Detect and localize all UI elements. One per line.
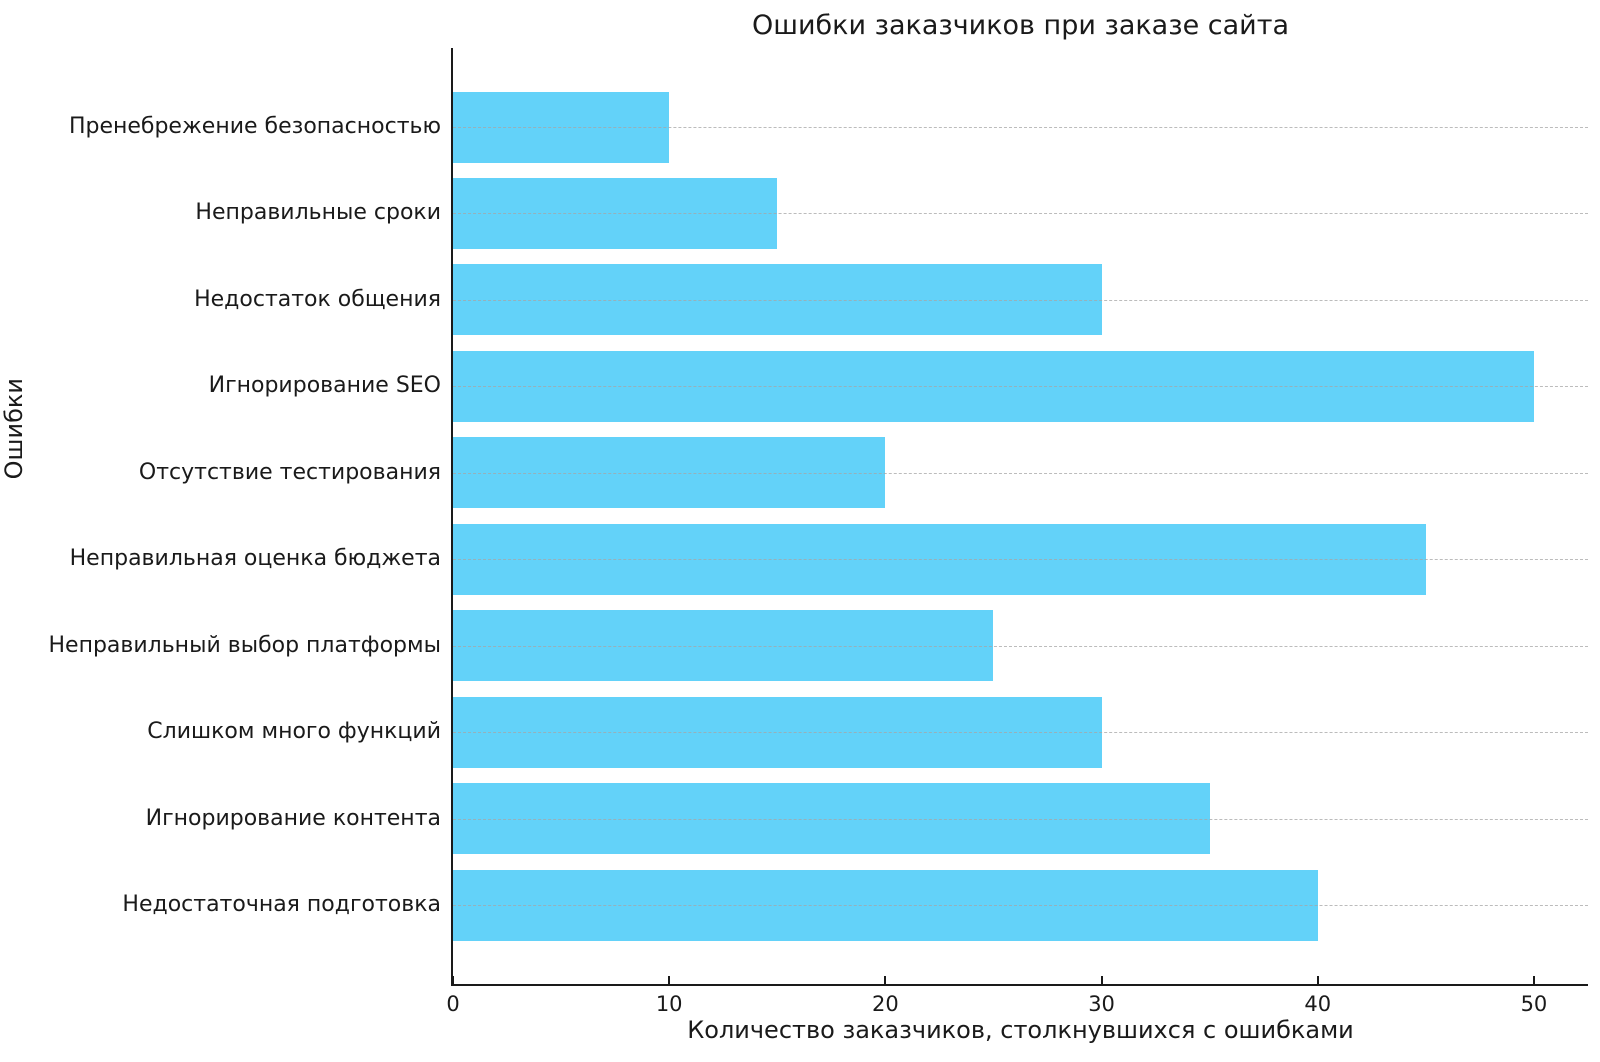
y-axis-spine (451, 48, 453, 984)
category-label-2: Недостаток общения (194, 286, 441, 312)
category-label-7: Слишком много функций (147, 719, 441, 745)
category-label-3: Игнорирование SEO (208, 373, 441, 399)
x-axis-label: Количество заказчиков, столкнувшихся с о… (687, 1016, 1354, 1044)
category-label-1: Неправильные сроки (195, 200, 441, 226)
gridline-7 (453, 732, 1588, 734)
x-tick-label-40: 40 (1304, 992, 1332, 1016)
category-label-0: Пренебрежение безопасностью (68, 114, 441, 139)
category-label-6: Неправильный выбор платформы (48, 632, 441, 658)
x-tick-40 (1316, 976, 1319, 984)
gridline-4 (453, 472, 1588, 474)
gridline-2 (453, 299, 1588, 301)
category-label-4: Отсутствие тестирования (138, 459, 441, 485)
gridline-5 (453, 559, 1588, 561)
category-label-9: Недостаточная подготовка (122, 892, 441, 917)
x-tick-label-30: 30 (1088, 992, 1115, 1016)
gridline-9 (453, 905, 1588, 906)
plot-area (451, 48, 1588, 986)
gridline-0 (453, 127, 1588, 128)
x-tick-label-10: 10 (655, 992, 683, 1016)
x-tick-label-0: 0 (446, 992, 460, 1016)
x-tick-50 (1532, 976, 1535, 984)
x-axis-spine (451, 984, 1588, 986)
x-tick-label-50: 50 (1520, 992, 1548, 1016)
x-tick-30 (1100, 976, 1103, 984)
gridline-1 (453, 213, 1588, 215)
gridline-3 (453, 386, 1588, 388)
gridline-6 (453, 645, 1588, 647)
x-tick-20 (884, 976, 887, 984)
chart-title: Ошибки заказчиков при заказе сайта (752, 10, 1289, 41)
x-tick-0 (452, 976, 454, 984)
x-tick-10 (668, 976, 671, 984)
category-label-5: Неправильная оценка бюджета (69, 546, 441, 572)
gridline-8 (453, 818, 1588, 820)
x-tick-label-20: 20 (872, 992, 899, 1016)
category-label-8: Игнорирование контента (145, 805, 441, 831)
